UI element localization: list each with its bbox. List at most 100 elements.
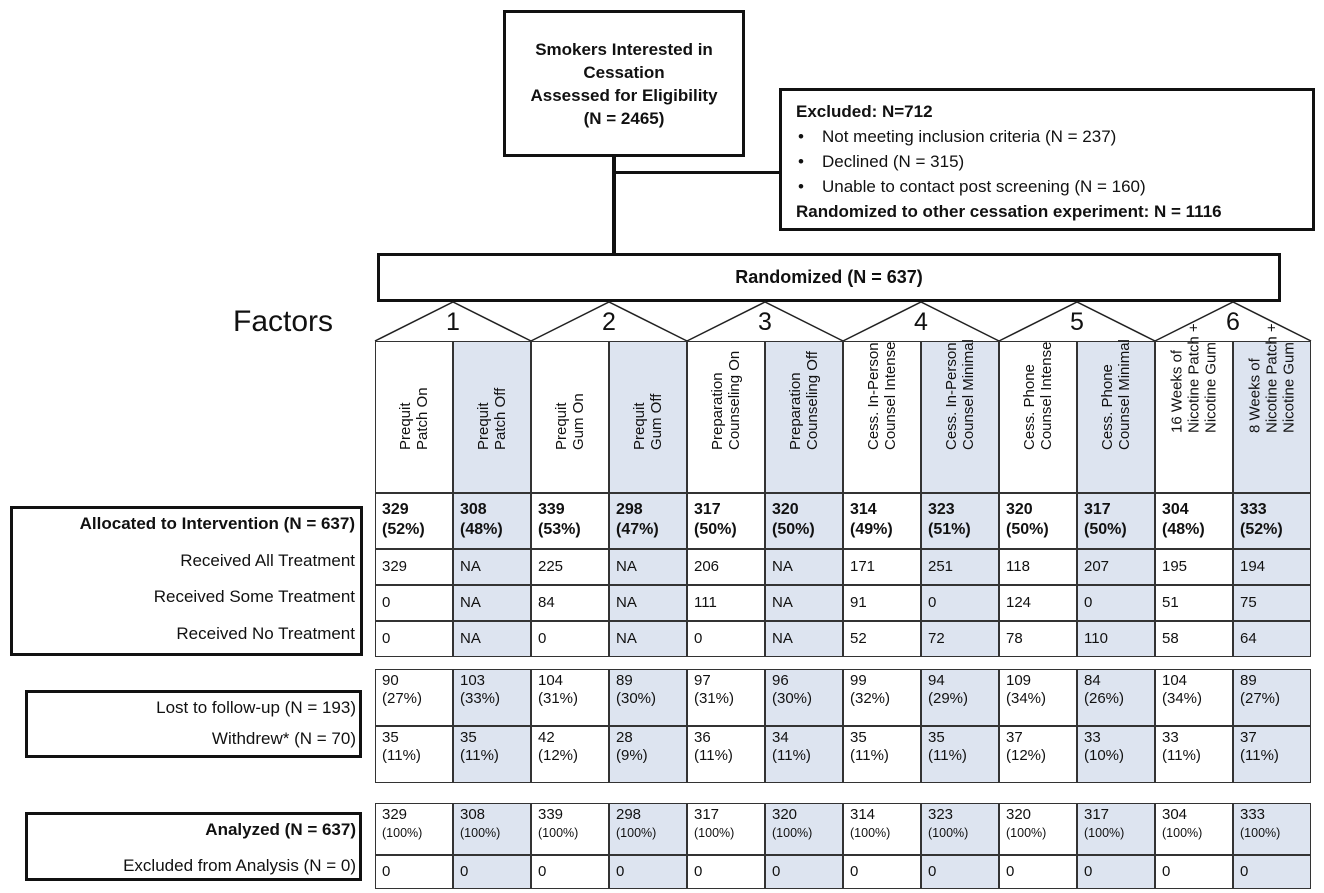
factors-label: Factors xyxy=(233,305,334,338)
received-all-cell: 195 xyxy=(1155,549,1233,585)
received-all-label: Received All Treatment xyxy=(180,551,355,570)
analyzed-cell-percent: (100%) xyxy=(460,826,501,840)
allocated-cell-percent: (50%) xyxy=(772,521,815,538)
received-all-cell: NA xyxy=(609,549,687,585)
received-all-cell: 194 xyxy=(1233,549,1311,585)
screening-line-3: Assessed for Eligibility xyxy=(530,85,718,105)
condition-header-text: Cess. Phone Counsel Minimal xyxy=(1099,339,1133,450)
analyzed-cell-count: 339 xyxy=(538,806,564,823)
analyzed-cell-count: 329 xyxy=(382,806,408,823)
allocated-cell: 320 (50%) xyxy=(999,493,1077,549)
lost-followup-cell-count: 90 xyxy=(382,672,399,689)
allocated-cell: 323 (51%) xyxy=(921,493,999,549)
lost-followup-cell: 90 (27%) xyxy=(375,669,453,726)
received-none-cell: NA xyxy=(453,621,531,657)
excluded-analysis-cell: 0 xyxy=(999,855,1077,889)
lost-followup-cell: 96 (30%) xyxy=(765,669,843,726)
withdrew-cell: 33 (10%) xyxy=(1077,726,1155,783)
allocated-cell-count: 339 xyxy=(538,501,565,518)
allocated-cell-percent: (52%) xyxy=(382,521,425,538)
analyzed-cell-count: 317 xyxy=(1084,806,1110,823)
withdrew-cell-percent: (11%) xyxy=(382,747,421,764)
withdrew-cell: 42 (12%) xyxy=(531,726,609,783)
received-all-cell: 171 xyxy=(843,549,921,585)
connector-to-excluded xyxy=(614,171,779,174)
condition-label-line: Counseling On xyxy=(726,350,743,450)
withdrew-cell-percent: (12%) xyxy=(1006,747,1047,764)
lost-followup-cell-percent: (33%) xyxy=(460,690,501,707)
excluded-analysis-label: Excluded from Analysis (N = 0) xyxy=(123,856,356,875)
factor-number: 5 xyxy=(1070,308,1084,336)
factor-number: 1 xyxy=(446,308,460,336)
allocated-cell-count: 317 xyxy=(694,501,721,518)
analyzed-cell-count: 320 xyxy=(772,806,798,823)
analyzed-cell: 329 (100%) xyxy=(375,803,453,855)
allocated-cell: 329 (52%) xyxy=(375,493,453,549)
lost-followup-cell-count: 99 xyxy=(850,672,867,689)
lost-followup-cell-count: 104 xyxy=(538,672,564,689)
excluded-item: Declined (N = 315) xyxy=(796,149,1298,174)
excluded-analysis-cell: 0 xyxy=(687,855,765,889)
received-some-cell: 124 xyxy=(999,585,1077,621)
withdrew-cell-percent: (9%) xyxy=(616,747,648,764)
condition-label-line: Cess. Phone xyxy=(1021,364,1038,450)
lost-followup-cell: 104 (34%) xyxy=(1155,669,1233,726)
withdrew-cell-percent: (11%) xyxy=(460,747,499,764)
condition-label-line: Patch Off xyxy=(492,387,509,450)
received-all-cell: NA xyxy=(453,549,531,585)
randomized-label: Randomized (N = 637) xyxy=(735,267,923,287)
condition-header: Prequit Gum Off xyxy=(609,341,687,493)
lost-followup-cell-percent: (34%) xyxy=(1162,690,1203,707)
factor-number: 3 xyxy=(758,308,772,336)
condition-header: Prequit Patch Off xyxy=(453,341,531,493)
withdrew-cell-count: 36 xyxy=(694,729,711,746)
condition-label-line: Counsel Intense xyxy=(882,341,899,450)
condition-header-text: Prequit Patch On xyxy=(397,387,431,450)
lost-followup-cell-percent: (29%) xyxy=(928,690,969,707)
excluded-analysis-cell: 0 xyxy=(1155,855,1233,889)
withdrew-cell-count: 28 xyxy=(616,729,633,746)
withdrew-cell-percent: (11%) xyxy=(1240,747,1279,764)
allocated-cell-percent: (51%) xyxy=(928,521,971,538)
received-some-cell: 91 xyxy=(843,585,921,621)
received-some-label: Received Some Treatment xyxy=(153,587,355,606)
allocated-cell-percent: (47%) xyxy=(616,521,659,538)
allocated-cell-count: 314 xyxy=(850,501,877,518)
factor-number: 4 xyxy=(914,308,928,336)
withdrew-cell-percent: (11%) xyxy=(850,747,889,764)
condition-label-line: 16 Weeks of xyxy=(1168,349,1186,433)
analyzed-cell: 304 (100%) xyxy=(1155,803,1233,855)
lost-followup-cell-count: 97 xyxy=(694,672,711,689)
withdrew-cell-count: 37 xyxy=(1006,729,1023,746)
withdrew-cell-count: 37 xyxy=(1240,729,1257,746)
condition-label-line: Counsel Minimal xyxy=(960,339,977,450)
received-some-cell: 51 xyxy=(1155,585,1233,621)
condition-label-line: Prequit xyxy=(475,402,492,450)
analyzed-cell-count: 304 xyxy=(1162,806,1188,823)
analyzed-cell-count: 317 xyxy=(694,806,720,823)
analyzed-cell-percent: (100%) xyxy=(1084,826,1125,840)
withdrew-cell-count: 35 xyxy=(928,729,945,746)
received-all-cell: 329 xyxy=(375,549,453,585)
condition-label-line: Prequit xyxy=(397,402,414,450)
lost-followup-cell-count: 103 xyxy=(460,672,486,689)
withdrew-cell-count: 42 xyxy=(538,729,555,746)
withdrew-cell-count: 33 xyxy=(1162,729,1179,746)
condition-header: Preparation Counseling On xyxy=(687,341,765,493)
withdrew-cell-percent: (10%) xyxy=(1084,747,1125,764)
excluded-analysis-cell: 0 xyxy=(453,855,531,889)
excluded-analysis-cell: 0 xyxy=(609,855,687,889)
lost-followup-cell-percent: (30%) xyxy=(772,690,813,707)
condition-header: Prequit Gum On xyxy=(531,341,609,493)
analysis-label-box xyxy=(25,812,362,881)
received-none-label: Received No Treatment xyxy=(176,624,355,643)
lost-followup-cell-count: 89 xyxy=(1240,672,1257,689)
withdrew-cell-percent: (11%) xyxy=(772,747,811,764)
condition-header-text: Prequit Gum Off xyxy=(631,394,665,450)
condition-header: Preparation Counseling Off xyxy=(765,341,843,493)
allocated-cell: 320 (50%) xyxy=(765,493,843,549)
withdrew-cell: 28 (9%) xyxy=(609,726,687,783)
connector-vertical xyxy=(612,157,616,253)
analyzed-cell-count: 298 xyxy=(616,806,642,823)
analyzed-cell-percent: (100%) xyxy=(1006,826,1047,840)
